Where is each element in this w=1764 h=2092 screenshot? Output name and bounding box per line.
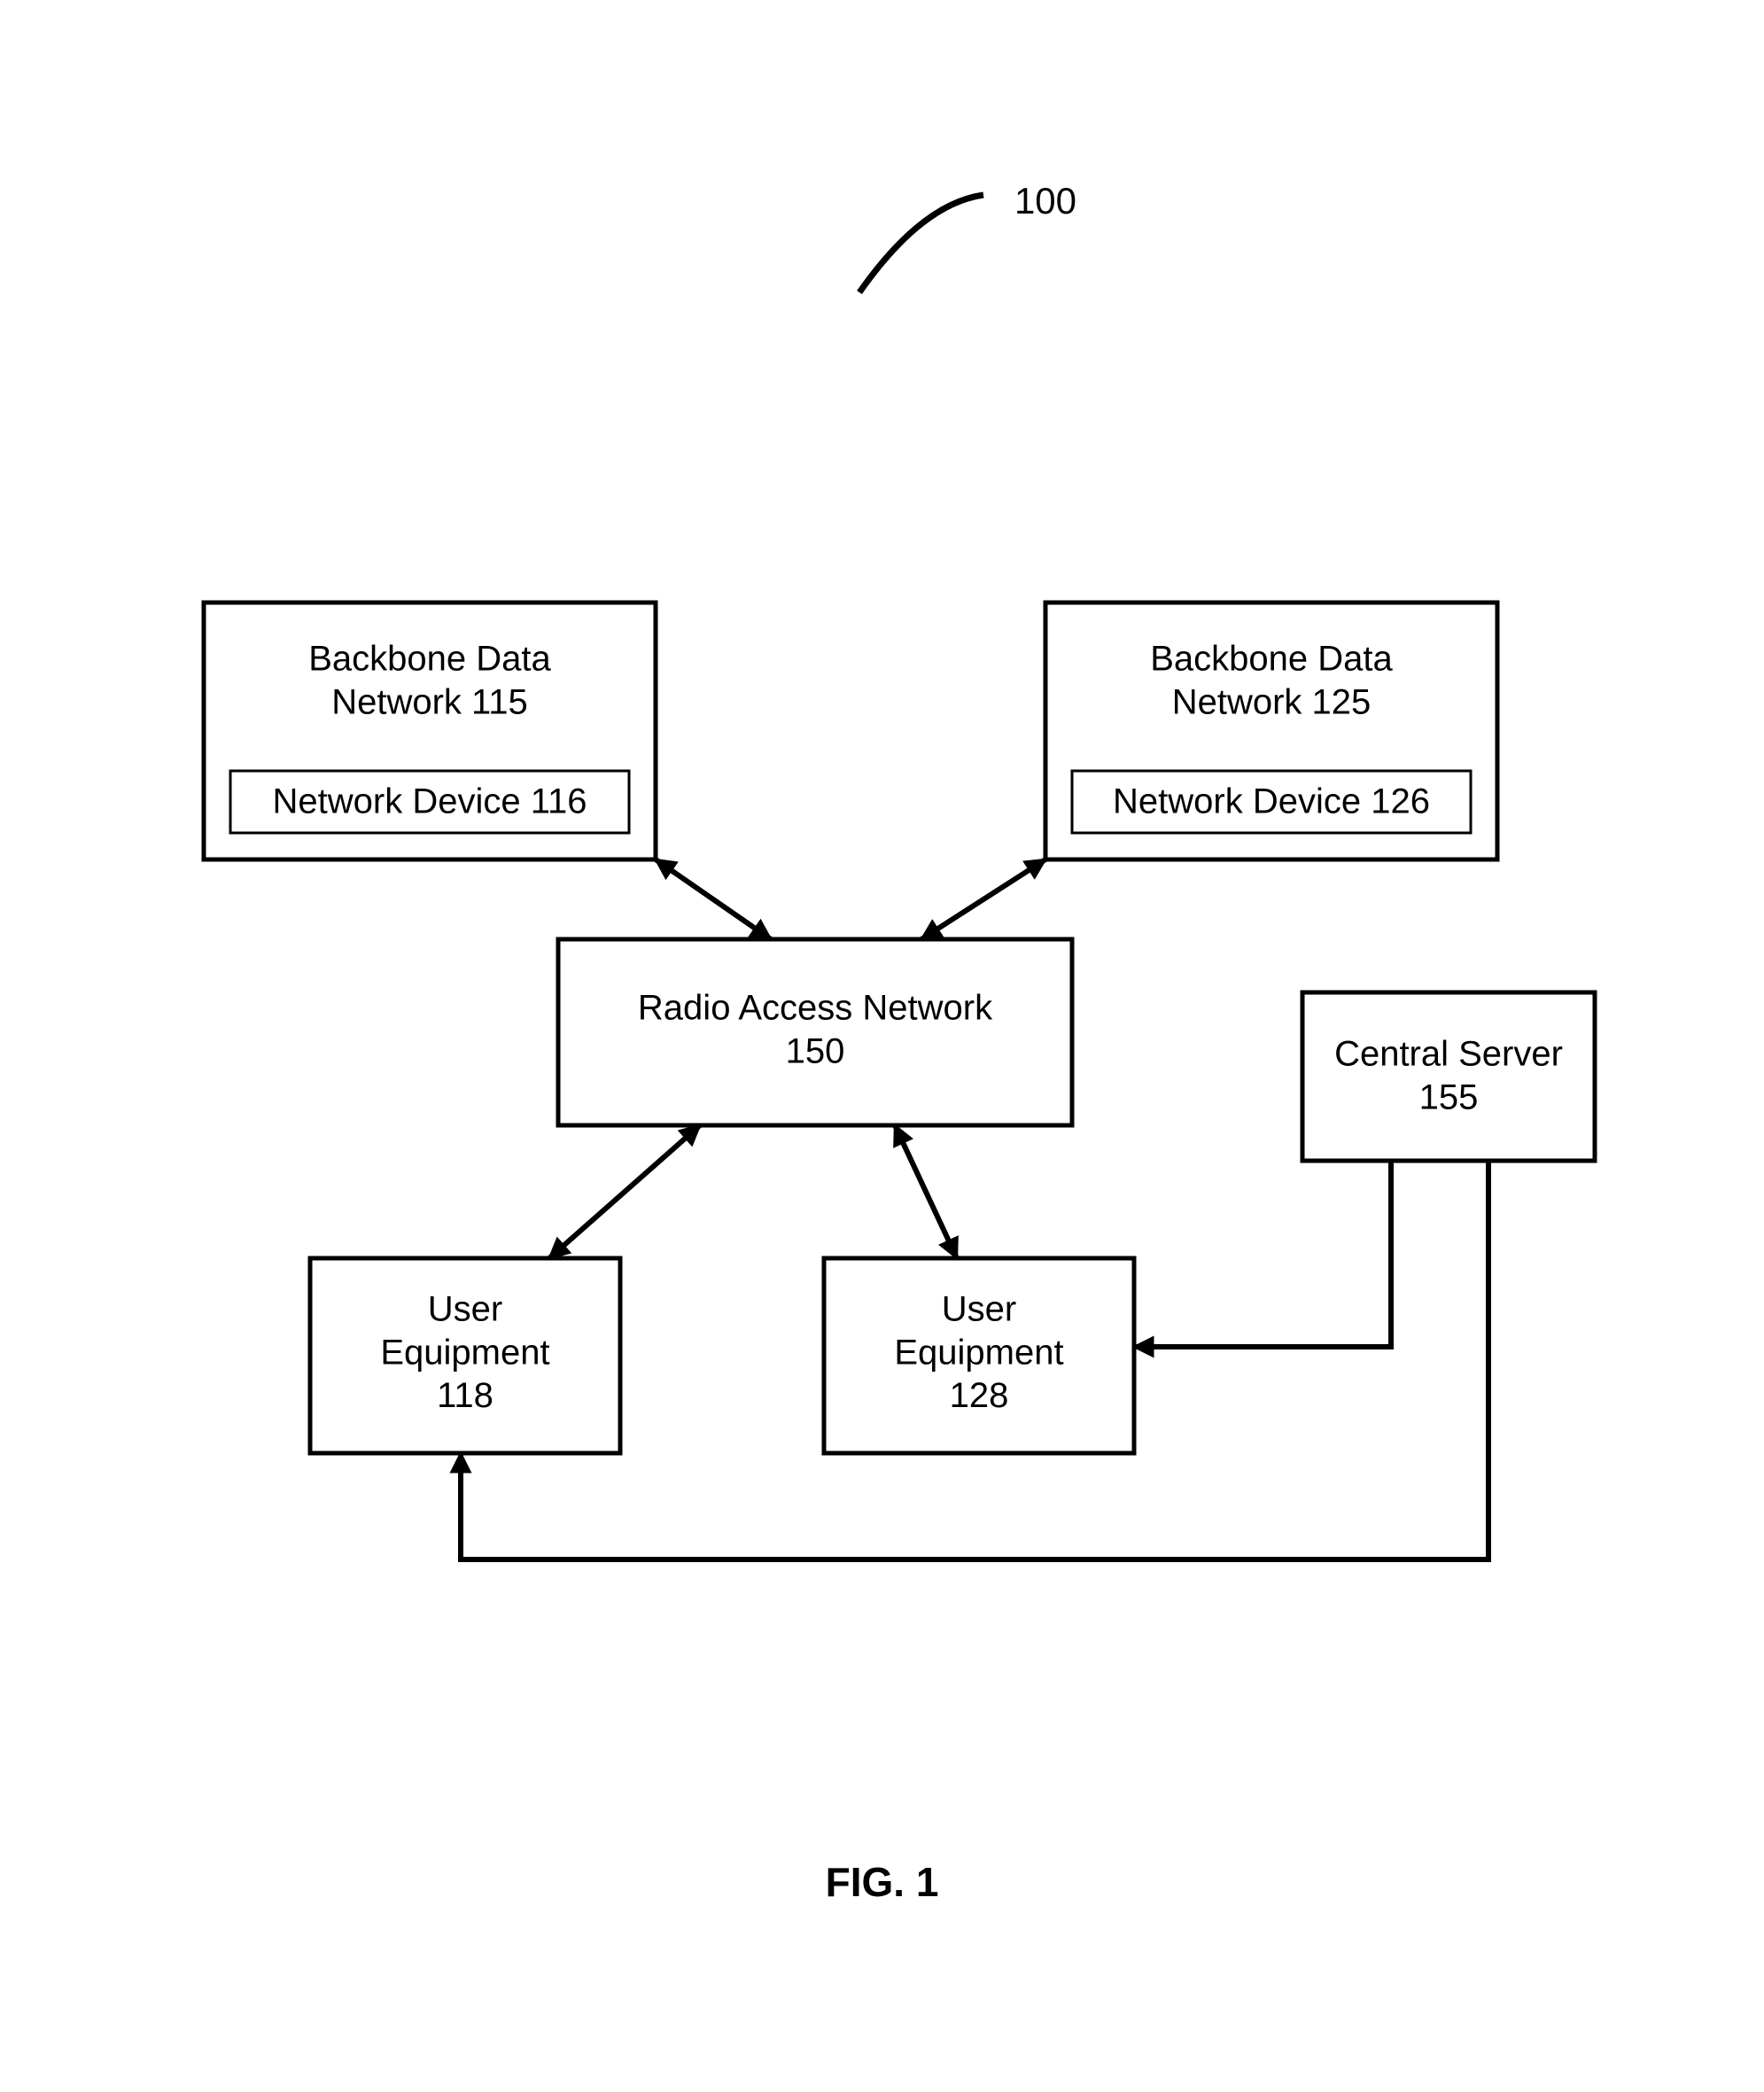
ue_right-label-line1: User [942, 1290, 1016, 1329]
netdev-right-box: Network Device 126 [1072, 771, 1471, 833]
netdev-left-label: Network Device 116 [273, 782, 587, 821]
backbone_right-label-line1: Backbone Data [1150, 640, 1393, 679]
figure-ref-number: 100 [1014, 180, 1076, 222]
ue_left-label-line3: 118 [437, 1376, 493, 1415]
edge-backbone_right-ran [921, 859, 1045, 939]
figure-ref-curve [859, 195, 983, 292]
backbone_left-label-line2: Network 115 [331, 682, 528, 721]
backbone_left-label-line1: Backbone Data [308, 640, 551, 679]
ran-label-line1: Radio Access Network [638, 989, 993, 1028]
central-label-line2: 155 [1419, 1077, 1479, 1116]
edge-backbone_left-ran [656, 859, 771, 939]
central-server-box: Central Server155 [1302, 992, 1595, 1161]
edge-central-ue_right [1134, 1161, 1391, 1347]
ue_right-label-line2: Equipment [894, 1333, 1063, 1372]
netdev-left-box: Network Device 116 [230, 771, 629, 833]
ue_left-label-line2: Equipment [380, 1333, 549, 1372]
figure-caption: FIG. 1 [826, 1859, 939, 1905]
ran-box: Radio Access Network150 [558, 939, 1072, 1125]
ran-label-line2: 150 [786, 1031, 845, 1070]
ue-left-box: User Equipment 118 [310, 1258, 620, 1453]
ue_right-label-line3: 128 [950, 1376, 1009, 1415]
netdev-right-label: Network Device 126 [1113, 782, 1430, 821]
edge-ran-ue_right [895, 1125, 957, 1258]
central-label-line1: Central Server [1334, 1035, 1563, 1074]
edge-ran-ue_left [549, 1125, 700, 1258]
backbone_right-label-line2: Network 125 [1172, 682, 1372, 721]
ue-right-box: User Equipment 128 [824, 1258, 1134, 1453]
ue_left-label-line1: User [428, 1290, 502, 1329]
